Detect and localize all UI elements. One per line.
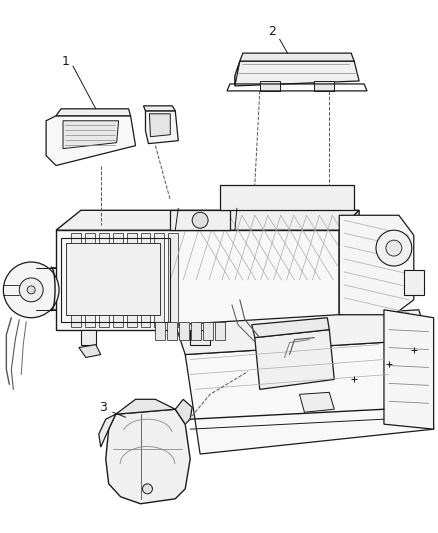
Polygon shape <box>234 61 239 86</box>
Polygon shape <box>115 399 175 414</box>
Polygon shape <box>99 233 109 327</box>
Polygon shape <box>170 211 230 230</box>
Polygon shape <box>215 322 224 340</box>
Polygon shape <box>175 310 427 354</box>
Circle shape <box>192 212 208 228</box>
Polygon shape <box>314 81 333 91</box>
Polygon shape <box>106 409 190 504</box>
Polygon shape <box>168 233 178 327</box>
Polygon shape <box>85 233 95 327</box>
Polygon shape <box>190 330 209 345</box>
Polygon shape <box>259 81 279 91</box>
Polygon shape <box>297 328 321 342</box>
Circle shape <box>4 262 59 318</box>
Text: 1: 1 <box>62 54 70 68</box>
Polygon shape <box>203 322 212 340</box>
Text: 2: 2 <box>267 25 275 38</box>
Polygon shape <box>149 114 170 136</box>
Polygon shape <box>339 215 413 315</box>
Polygon shape <box>254 330 333 389</box>
Polygon shape <box>143 106 175 111</box>
Polygon shape <box>191 322 201 340</box>
Polygon shape <box>145 111 178 144</box>
Circle shape <box>27 286 35 294</box>
Polygon shape <box>154 233 164 327</box>
Polygon shape <box>140 233 150 327</box>
Polygon shape <box>383 310 433 429</box>
Text: 3: 3 <box>99 401 106 414</box>
Polygon shape <box>175 399 192 424</box>
Polygon shape <box>81 330 95 345</box>
Polygon shape <box>113 233 122 327</box>
Circle shape <box>19 278 43 302</box>
Polygon shape <box>71 233 81 327</box>
Polygon shape <box>126 233 136 327</box>
Polygon shape <box>63 121 118 149</box>
Polygon shape <box>339 211 358 330</box>
Polygon shape <box>239 53 353 61</box>
Polygon shape <box>167 322 177 340</box>
Polygon shape <box>155 322 165 340</box>
Polygon shape <box>99 414 115 447</box>
Polygon shape <box>79 345 101 358</box>
Polygon shape <box>179 322 189 340</box>
Circle shape <box>375 230 411 266</box>
Polygon shape <box>46 116 135 166</box>
Polygon shape <box>299 392 333 412</box>
Polygon shape <box>185 340 433 454</box>
Polygon shape <box>56 211 358 230</box>
Polygon shape <box>234 61 358 86</box>
Polygon shape <box>56 109 130 116</box>
Polygon shape <box>219 185 353 211</box>
Polygon shape <box>403 270 423 295</box>
Circle shape <box>142 484 152 494</box>
Polygon shape <box>66 243 160 315</box>
Polygon shape <box>251 318 328 337</box>
Polygon shape <box>56 230 339 330</box>
Circle shape <box>385 240 401 256</box>
